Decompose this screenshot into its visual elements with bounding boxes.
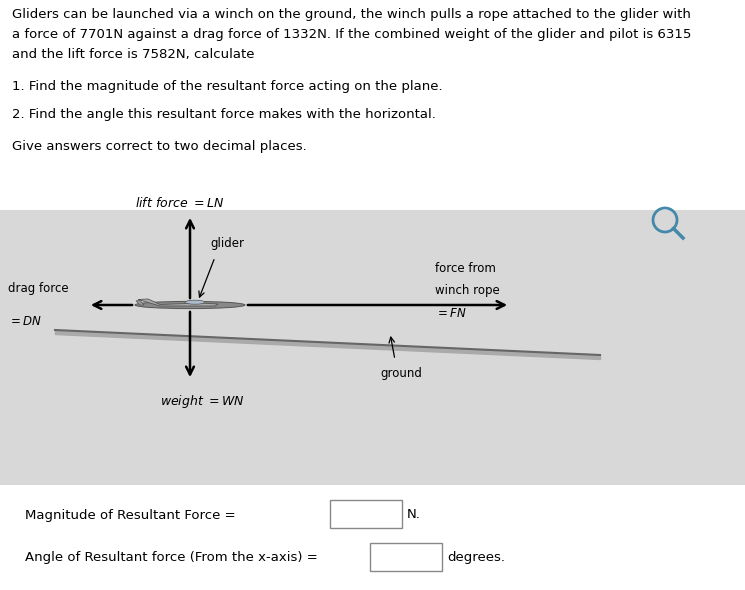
Text: lift force $= LN$: lift force $= LN$ [135, 196, 224, 210]
FancyBboxPatch shape [0, 0, 745, 210]
FancyBboxPatch shape [370, 543, 442, 571]
Text: Gliders can be launched via a winch on the ground, the winch pulls a rope attach: Gliders can be launched via a winch on t… [12, 8, 691, 21]
Polygon shape [136, 300, 144, 305]
Text: N.: N. [407, 509, 421, 522]
Text: force from: force from [435, 262, 496, 275]
Ellipse shape [185, 300, 205, 304]
Text: Angle of Resultant force (From the x-axis) =: Angle of Resultant force (From the x-axi… [25, 552, 318, 565]
Polygon shape [138, 299, 218, 306]
Text: glider: glider [210, 237, 244, 250]
Text: and the lift force is 7582N, calculate: and the lift force is 7582N, calculate [12, 48, 255, 61]
FancyBboxPatch shape [330, 500, 402, 528]
Text: weight $= WN$: weight $= WN$ [160, 393, 245, 410]
Ellipse shape [135, 301, 245, 309]
Text: $= DN$: $= DN$ [8, 315, 42, 328]
Text: drag force: drag force [8, 282, 69, 295]
FancyBboxPatch shape [0, 210, 745, 485]
Text: winch rope: winch rope [435, 284, 500, 297]
Text: 2. Find the angle this resultant force makes with the horizontal.: 2. Find the angle this resultant force m… [12, 108, 436, 121]
Text: $= FN$: $= FN$ [435, 307, 466, 320]
Text: Give answers correct to two decimal places.: Give answers correct to two decimal plac… [12, 140, 307, 153]
Text: ground: ground [380, 367, 422, 380]
Text: Magnitude of Resultant Force =: Magnitude of Resultant Force = [25, 509, 235, 522]
Text: 1. Find the magnitude of the resultant force acting on the plane.: 1. Find the magnitude of the resultant f… [12, 80, 443, 93]
Text: a force of 7701N against a drag force of 1332N. If the combined weight of the gl: a force of 7701N against a drag force of… [12, 28, 691, 41]
FancyBboxPatch shape [0, 485, 745, 590]
Text: degrees.: degrees. [447, 552, 505, 565]
